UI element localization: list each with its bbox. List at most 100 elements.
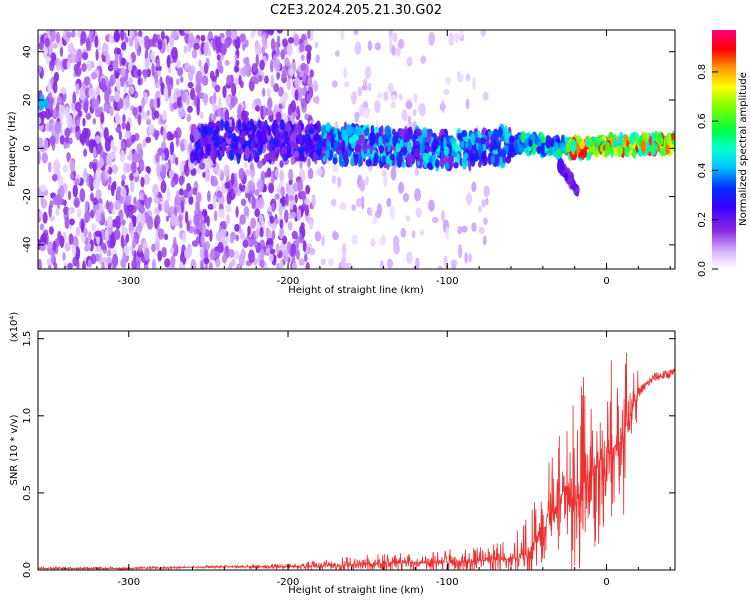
- spectrogram-cell: [228, 149, 234, 161]
- spectrogram-cell: [180, 141, 185, 152]
- spectrogram-cell: [122, 252, 126, 265]
- spectrogram-cell: [60, 86, 67, 95]
- spectrogram-cell: [235, 206, 239, 218]
- spectrogram-cell: [79, 89, 86, 101]
- spectrogram-cell: [38, 137, 44, 151]
- spectrogram-cell: [110, 232, 115, 246]
- spectrogram-cell: [427, 131, 432, 145]
- spectrogram-cell: [100, 78, 107, 89]
- spectrogram-cell: [480, 30, 487, 37]
- spectrogram-cell: [354, 144, 361, 153]
- spectrogram-cell: [345, 262, 352, 269]
- spectrogram-cell: [460, 140, 465, 149]
- spectrogram-cell: [218, 64, 224, 74]
- spectrogram-cell: [140, 213, 146, 227]
- spectrogram-cell: [184, 62, 191, 71]
- spectrogram-cell: [108, 95, 116, 103]
- spectrogram-cell: [128, 206, 134, 219]
- spectrogram-cell: [187, 43, 192, 53]
- snr-y-tick-label: 0.5: [22, 485, 33, 501]
- spectrogram-cell: [83, 76, 91, 86]
- spectrogram-cell: [204, 248, 209, 259]
- spectrogram-cell: [226, 74, 232, 86]
- spectrogram-cell: [41, 45, 49, 57]
- spectrogram-cell: [377, 91, 383, 99]
- spectrogram-cell: [276, 70, 280, 80]
- spectrogram-cell: [388, 30, 393, 37]
- spectrogram-cell: [171, 30, 178, 39]
- spectrogram-cell: [172, 102, 179, 110]
- spectrogram-cell: [161, 246, 167, 258]
- spectrogram-cell: [211, 75, 217, 82]
- spectrogram-cell: [270, 74, 275, 89]
- spectrogram-cell: [340, 255, 347, 269]
- spectrogram-cell: [147, 124, 155, 136]
- spectrogram-cell: [220, 43, 227, 56]
- spectrogram-cell: [276, 35, 281, 43]
- spectrogram-cell: [382, 135, 386, 142]
- spectrogram-cell: [307, 167, 314, 180]
- spectrogram-cell: [280, 186, 285, 198]
- spectrogram-cell: [215, 231, 222, 242]
- spectrogram-cell: [401, 109, 408, 122]
- spectrogram-cell: [365, 127, 370, 135]
- spectrogram-cell: [212, 114, 217, 121]
- spectrogram-cell: [39, 242, 47, 252]
- spectrogram-cell: [269, 142, 274, 150]
- spectrogram-cell: [224, 59, 230, 66]
- spectrogram-cell: [306, 51, 311, 65]
- spectrogram-cell: [125, 95, 130, 108]
- spectrogram-cell: [549, 137, 555, 148]
- spectrogram-cell: [392, 235, 400, 248]
- spectrogram-cell: [203, 62, 209, 75]
- spectrogram-cell: [146, 166, 151, 174]
- spectrogram-cell: [75, 82, 80, 95]
- spectrogram-cell: [179, 221, 183, 229]
- spectrogram-cell: [132, 216, 137, 228]
- snr-frame: [37, 330, 676, 571]
- spectrogram-cell: [260, 105, 264, 119]
- spectrogram-cell: [282, 249, 289, 263]
- snr-x-tick-label: 0: [603, 577, 609, 588]
- spectrogram-cell: [55, 57, 61, 71]
- spectrogram-cell: [114, 215, 121, 230]
- spectrogram-cell: [154, 71, 159, 84]
- spectrogram-cell: [189, 87, 196, 101]
- spectrogram-cell: [332, 231, 340, 241]
- spectrogram-cell: [155, 65, 162, 72]
- spectrogram-cell: [293, 33, 300, 47]
- spectrogram-cell: [407, 115, 412, 125]
- spectrogram-cell: [361, 84, 368, 91]
- spectrogram-cell: [233, 250, 240, 260]
- spectrogram-cell: [59, 185, 65, 199]
- spectrogram-cell: [216, 54, 221, 61]
- spectrogram-cell: [260, 126, 267, 141]
- spectrogram-cell: [279, 227, 284, 239]
- spectrogram-cell: [75, 246, 81, 261]
- spectrogram-cell: [298, 154, 306, 162]
- spectrogram-cell: [457, 225, 463, 235]
- spectrogram-cell: [224, 181, 231, 189]
- spectrogram-cell: [80, 219, 85, 233]
- spectrogram-cell: [112, 261, 117, 269]
- snr-y-ticks: 0.0 0.5 1.0 1.5: [22, 331, 675, 578]
- spectrogram-cell: [121, 121, 127, 130]
- spectrogram-cell: [560, 134, 565, 146]
- spectrogram-cell: [348, 136, 354, 144]
- spectrogram-cell: [161, 152, 166, 161]
- spectrogram-cell: [198, 59, 202, 68]
- spectrogram-cell: [105, 152, 113, 166]
- spectrogram-cell: [305, 261, 310, 269]
- spectrogram-cell: [98, 252, 103, 266]
- spectrogram-cell: [297, 94, 303, 102]
- spectrogram-cell: [234, 36, 241, 50]
- spectrogram-cell: [315, 168, 323, 177]
- spectrogram-cell: [178, 175, 184, 186]
- spectrogram-cell: [405, 215, 411, 222]
- spectrogram-cell: [184, 210, 189, 224]
- spectrogram-cell: [96, 140, 102, 155]
- spectrogram-cell: [373, 152, 378, 162]
- spectrogram-cell: [482, 235, 487, 246]
- spectrogram-cell: [76, 208, 82, 219]
- spectrogram-cell: [225, 30, 232, 38]
